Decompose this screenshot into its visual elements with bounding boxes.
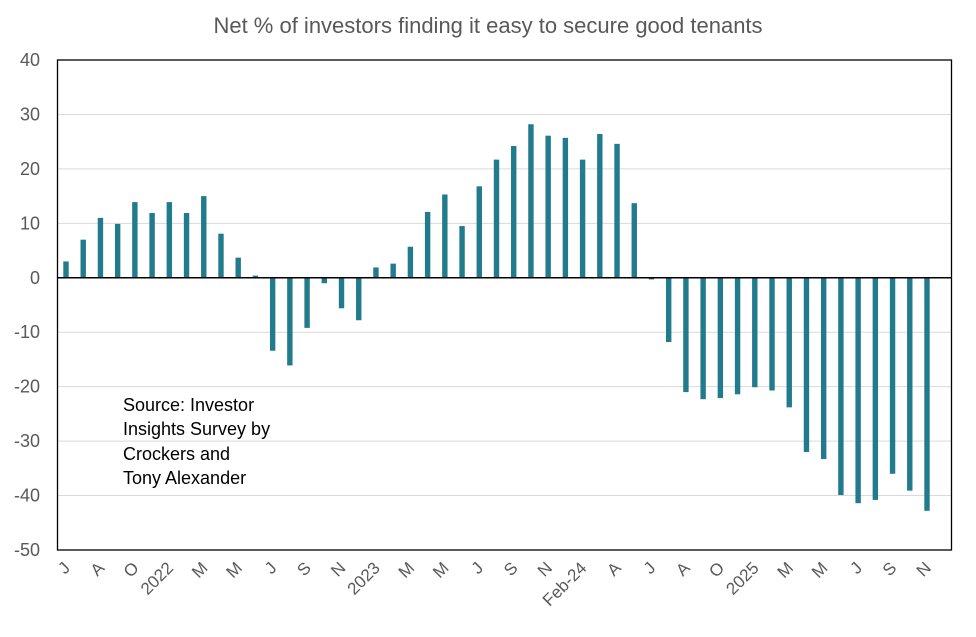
bar [769, 277, 775, 391]
x-tick-label: 2025 [722, 558, 762, 598]
x-tick-label: J [468, 558, 487, 577]
bar [631, 203, 637, 278]
x-tick-label: M [188, 558, 211, 581]
bar [734, 277, 741, 395]
x-tick-label: J [261, 558, 280, 577]
y-tick-label: 30 [20, 104, 40, 124]
y-tick-label: -20 [14, 377, 40, 397]
bar [666, 277, 672, 343]
bar [752, 277, 758, 388]
bar [717, 277, 724, 399]
bar [252, 275, 259, 278]
source-annotation: Source: Investor Insights Survey by Croc… [123, 395, 270, 488]
x-tick-label: S [293, 558, 314, 579]
x-tick-label: A [87, 558, 109, 580]
x-tick-label: O [705, 558, 728, 581]
x-tick-label: M [808, 558, 831, 581]
bar [356, 277, 362, 321]
bar [183, 212, 190, 278]
bar [614, 143, 620, 278]
x-tick-label: O [120, 558, 143, 581]
bar [459, 226, 465, 278]
bar [287, 277, 293, 366]
bar [545, 135, 551, 278]
bar [114, 223, 121, 278]
bar [269, 277, 276, 351]
bar [907, 277, 913, 491]
bar [218, 233, 224, 278]
source-line-1: Source: Investor [123, 395, 254, 415]
bar [889, 277, 896, 474]
bar [597, 134, 603, 278]
y-tick-label: -50 [14, 540, 40, 560]
bar [407, 246, 414, 278]
plot-border [56, 59, 953, 551]
bar [373, 267, 379, 278]
y-tick-label: -30 [14, 431, 40, 451]
bar [166, 202, 173, 278]
y-tick-label: 10 [20, 213, 40, 233]
source-line-2: Insights Survey by [123, 419, 270, 439]
x-tick-label: M [774, 558, 797, 581]
bar [338, 277, 345, 309]
x-tick-label: M [223, 558, 246, 581]
y-tick-label: 0 [30, 268, 40, 288]
bar [321, 277, 327, 284]
x-tick-label: N [913, 558, 935, 580]
x-tick-label: S [879, 558, 900, 579]
bar [820, 277, 827, 460]
x-tick-label: A [603, 558, 625, 580]
bar [476, 186, 482, 278]
bar [80, 239, 86, 278]
bar [924, 277, 930, 511]
y-tick-label: 40 [20, 50, 40, 70]
bar [442, 194, 448, 278]
bar [149, 212, 155, 278]
bar [304, 277, 310, 328]
bar [803, 277, 810, 452]
x-tick-label: J [640, 558, 659, 577]
x-tick-label: J [54, 558, 73, 577]
bar [872, 277, 879, 500]
bar [511, 146, 517, 278]
bar [528, 124, 534, 278]
bar [390, 263, 396, 278]
bar [201, 196, 207, 278]
x-tick-label: 2022 [137, 558, 177, 598]
bar [97, 217, 104, 278]
gridlines [57, 113, 952, 497]
x-tick-label: N [534, 558, 556, 580]
x-tick-label: 2023 [344, 558, 384, 598]
bar [786, 277, 792, 408]
chart-title: Net % of investors finding it easy to se… [213, 13, 762, 38]
x-tick-label: S [500, 558, 521, 579]
y-tick-label: -10 [14, 322, 40, 342]
x-tick-label: J [847, 558, 866, 577]
bar [424, 211, 431, 278]
bar [855, 277, 861, 504]
x-tick-label: M [395, 558, 418, 581]
bar [63, 261, 69, 278]
bar [683, 277, 689, 393]
x-tick-label: M [429, 558, 452, 581]
bar [132, 202, 138, 278]
source-line-3: Crockers and [123, 444, 230, 464]
x-tick-label: N [327, 558, 349, 580]
bar [235, 257, 241, 278]
bar [493, 159, 500, 278]
y-tick-label: 20 [20, 159, 40, 179]
y-axis-ticks: 40 30 20 10 0 -10 -20 -30 -40 -50 [14, 50, 40, 560]
x-tick-label: A [672, 558, 694, 580]
source-line-4: Tony Alexander [123, 468, 246, 488]
bar [700, 277, 706, 400]
bar [838, 277, 844, 496]
bars [63, 124, 930, 511]
bar [562, 137, 569, 278]
y-tick-label: -40 [14, 486, 40, 506]
bar [579, 159, 586, 278]
bar [648, 277, 655, 280]
